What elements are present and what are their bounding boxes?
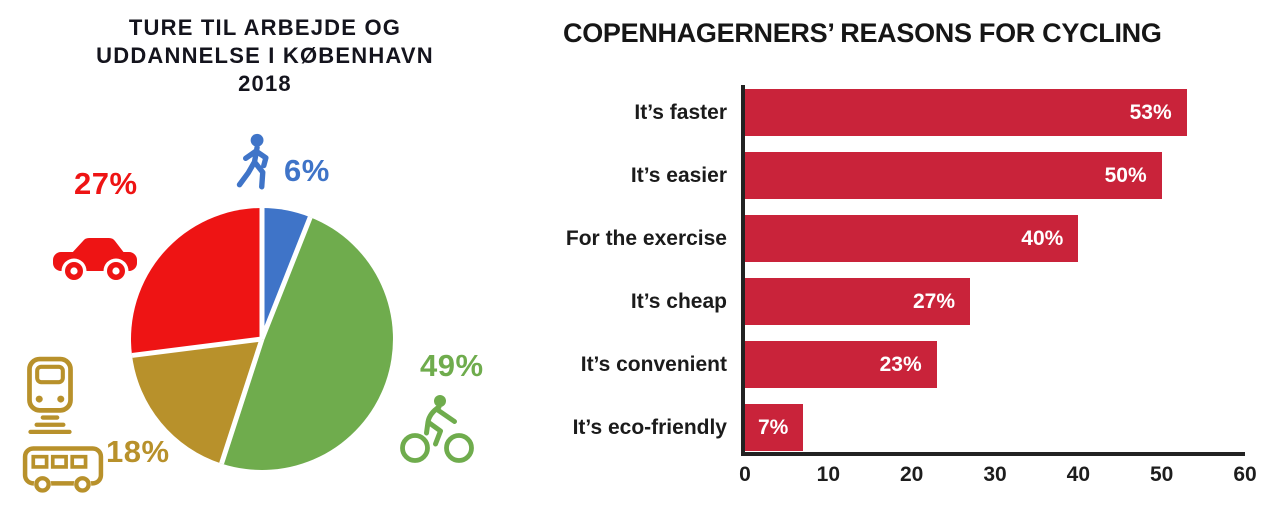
pie-label-walking: 6% [284, 153, 330, 188]
bar-plot: It’s faster 53% It’s easier 50% For the exer… [563, 85, 1245, 456]
x-axis-ticks: 0 10 20 30 40 50 60 [739, 451, 1257, 486]
bar-row: It’s eco-friendly 7% [563, 404, 1245, 451]
bar: 50% [745, 152, 1162, 199]
bar: 23% [745, 341, 937, 388]
bar-value: 7% [757, 415, 789, 439]
cyclist-icon [398, 392, 476, 464]
bar-value: 50% [1104, 163, 1147, 187]
x-tick-label: 60 [1233, 463, 1257, 486]
bar-track: 50% [745, 152, 1245, 199]
x-tick-label: 0 [739, 463, 751, 486]
bar-row: It’s faster 53% [563, 89, 1245, 136]
x-tick-label: 40 [1066, 463, 1091, 486]
x-tick-label: 10 [816, 463, 841, 486]
car-icon [48, 226, 142, 284]
bar: 27% [745, 278, 970, 325]
bar-label: It’s easier [630, 163, 727, 187]
pie-chart-section: TURE TIL ARBEJDE OG UDDANNELSE I KØBENHA… [0, 0, 540, 505]
pie-label-public-transport: 18% [106, 434, 170, 469]
pie-slice-cycling [221, 217, 393, 470]
bar-chart-section: COPENHAGERNERS’ REASONS FOR CYCLING It’s… [563, 18, 1257, 486]
bar-label: It’s convenient [580, 352, 727, 376]
bar: 40% [745, 215, 1079, 262]
bar: 7% [745, 404, 804, 451]
bar-label: It’s cheap [630, 289, 727, 313]
bar-value: 27% [912, 289, 955, 313]
x-tick-label: 20 [899, 463, 924, 486]
y-axis-line [741, 85, 745, 456]
bar-chart-title: COPENHAGERNERS’ REASONS FOR CYCLING [563, 18, 1162, 48]
x-axis-line [741, 452, 1245, 456]
bar-value: 40% [1021, 226, 1064, 250]
bar-row: It’s convenient 23% [563, 341, 1245, 388]
x-tick-label: 30 [983, 463, 1007, 486]
bar-row: It’s easier 50% [563, 152, 1245, 199]
bar-value: 53% [1129, 100, 1172, 124]
bar-track: 27% [745, 278, 1245, 325]
bar-track: 23% [745, 341, 1245, 388]
bar-track: 40% [745, 215, 1245, 262]
pie-label-car: 27% [74, 166, 138, 201]
pedestrian-icon [236, 133, 274, 193]
pie-slice-separator [259, 216, 313, 340]
x-tick-label: 50 [1149, 463, 1174, 486]
pie-chart [130, 208, 393, 470]
bar-track: 53% [745, 89, 1245, 136]
bar: 53% [745, 89, 1187, 136]
train-icon [24, 356, 76, 436]
bar-label: For the exercise [565, 226, 727, 250]
pie-label-cycling: 49% [420, 348, 484, 383]
bar-value: 23% [879, 352, 922, 376]
pie-slice-separator [219, 338, 265, 465]
bar-label: It’s eco-friendly [572, 415, 727, 439]
pie-chart-title: TURE TIL ARBEJDE OG UDDANNELSE I KØBENHA… [96, 15, 434, 96]
bar-row: It’s cheap 27% [563, 278, 1245, 325]
bus-icon [22, 444, 104, 494]
pie-slice-separator [131, 336, 263, 358]
bar-track: 7% [745, 404, 1245, 451]
bar-row: For the exercise 40% [563, 215, 1245, 262]
pie-slice-car [130, 208, 262, 356]
bar-label: It’s faster [634, 100, 727, 124]
